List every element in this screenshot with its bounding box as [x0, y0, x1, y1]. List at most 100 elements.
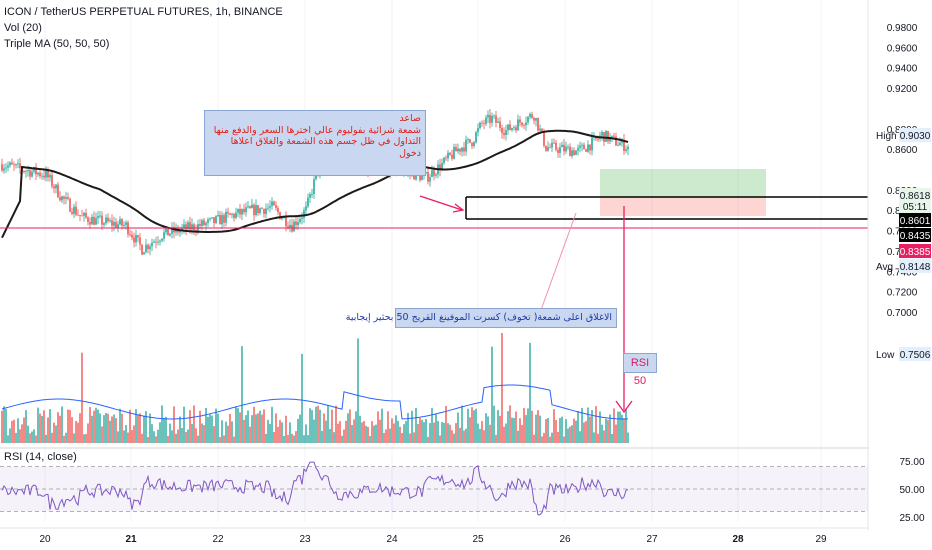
volume-bar: [569, 426, 571, 443]
candle-body: [157, 241, 159, 243]
volume-bar: [463, 430, 465, 443]
candle-body: [467, 139, 469, 140]
candle-body: [11, 162, 13, 165]
note-bullish-candle[interactable]: صاعد شمعة شرائية بفوليوم عالي اخترها الس…: [204, 110, 426, 176]
symbol-title[interactable]: ICON / TetherUS PERPETUAL FUTURES, 1h, B…: [4, 6, 283, 18]
candle-body: [199, 224, 201, 226]
candle-body: [609, 136, 611, 142]
volume-bar: [383, 432, 385, 443]
candle-body: [25, 171, 27, 173]
volume-bar: [195, 428, 197, 443]
volume-bar: [295, 431, 297, 443]
volume-bar: [373, 425, 375, 443]
volume-bar: [519, 418, 521, 443]
candle-body: [297, 222, 299, 226]
volume-bar: [263, 409, 265, 443]
volume-bar: [89, 407, 91, 443]
volume-bar: [591, 409, 593, 443]
time-tick-label: 26: [559, 534, 571, 545]
volume-bar: [465, 428, 467, 443]
volume-bar: [337, 423, 339, 443]
volume-bar: [393, 423, 395, 443]
volume-bar: [627, 432, 629, 443]
stop-price-tag: 0.8435: [900, 231, 931, 242]
volume-bar: [107, 413, 109, 443]
candle-body: [485, 117, 487, 124]
arrowhead: [452, 203, 465, 213]
volume-bar: [357, 338, 359, 443]
volume-bar: [121, 413, 123, 443]
candle-body: [41, 175, 43, 177]
candle-body: [9, 162, 11, 166]
candle-body: [187, 222, 189, 230]
current-tag-box: [899, 188, 931, 213]
volume-bar: [411, 410, 413, 443]
candle-body: [131, 234, 133, 238]
candle-body: [489, 114, 491, 123]
volume-bar: [273, 431, 275, 443]
candle-body: [115, 222, 117, 228]
avg-label: Avg: [876, 262, 893, 273]
volume-bar: [261, 414, 263, 443]
volume-bar: [183, 406, 185, 443]
volume-bar: [283, 435, 285, 443]
candle-body: [627, 146, 629, 150]
candle-body: [31, 171, 33, 177]
volume-bar: [505, 423, 507, 443]
volume-bar: [43, 410, 45, 443]
volume-bar: [123, 430, 125, 443]
volume-bar: [539, 415, 541, 443]
time-tick-label: 23: [299, 534, 311, 545]
time-tick-label: 27: [646, 534, 658, 545]
candle-body: [605, 131, 607, 142]
price-axis[interactable]: 0.98000.96000.94000.92000.88000.86000.82…: [867, 0, 932, 550]
note-ma-break-text: الاغلاق اعلى شمعة( تخوف) كسرت الموفينغ ا…: [345, 312, 612, 323]
time-tick-label: 22: [212, 534, 224, 545]
candle-body: [301, 217, 303, 220]
volume-bar: [541, 436, 543, 443]
volume-bar: [545, 419, 547, 443]
price-tick-label: 0.9400: [887, 64, 918, 75]
rsi-indicator-label[interactable]: RSI (14, close): [4, 451, 77, 463]
candle-body: [193, 224, 195, 231]
volume-bar: [63, 435, 65, 443]
triple-ma-indicator-label[interactable]: Triple MA (50, 50, 50): [4, 38, 110, 50]
volume-bar: [437, 421, 439, 443]
candle-body: [77, 214, 79, 216]
volume-bar: [475, 408, 477, 443]
volume-bar: [507, 411, 509, 443]
volume-bar: [379, 419, 381, 443]
candle-body: [549, 147, 551, 149]
candle-body: [39, 172, 41, 176]
candle-body: [125, 222, 127, 225]
volume-bar: [147, 436, 149, 443]
volume-bar: [109, 420, 111, 443]
candle-body: [43, 175, 45, 178]
volume-bar: [461, 405, 463, 443]
volume-bar: [119, 408, 121, 443]
candle-body: [201, 220, 203, 226]
volume-indicator-label[interactable]: Vol (20): [4, 22, 42, 34]
volume-bar: [59, 415, 61, 443]
volume-bar: [49, 409, 51, 443]
volume-bar: [15, 432, 17, 443]
candle-body: [551, 142, 553, 148]
volume-bar: [241, 346, 243, 443]
candle-body: [147, 244, 149, 250]
volume-bar: [427, 436, 429, 443]
volume-bar: [137, 414, 139, 443]
volume-bar: [293, 435, 295, 443]
volume-bar: [611, 433, 613, 443]
candle-body: [27, 170, 29, 172]
note-ma-break[interactable]: الاغلاق اعلى شمعة( تخوف) كسرت الموفينغ ا…: [346, 308, 617, 328]
rsi-line: [1, 461, 629, 516]
candle-body: [271, 201, 273, 207]
rsi-callout[interactable]: RSI 50: [623, 353, 657, 387]
stop-price-tag-bg: [899, 228, 931, 242]
volume-bar: [253, 406, 255, 443]
time-axis[interactable]: 20 21 22 23 24 25 26 27 28 29: [0, 527, 868, 545]
volume-bar: [277, 426, 279, 443]
chart-legend: ICON / TetherUS PERPETUAL FUTURES, 1h, B…: [4, 4, 283, 52]
candle-body: [587, 144, 589, 152]
